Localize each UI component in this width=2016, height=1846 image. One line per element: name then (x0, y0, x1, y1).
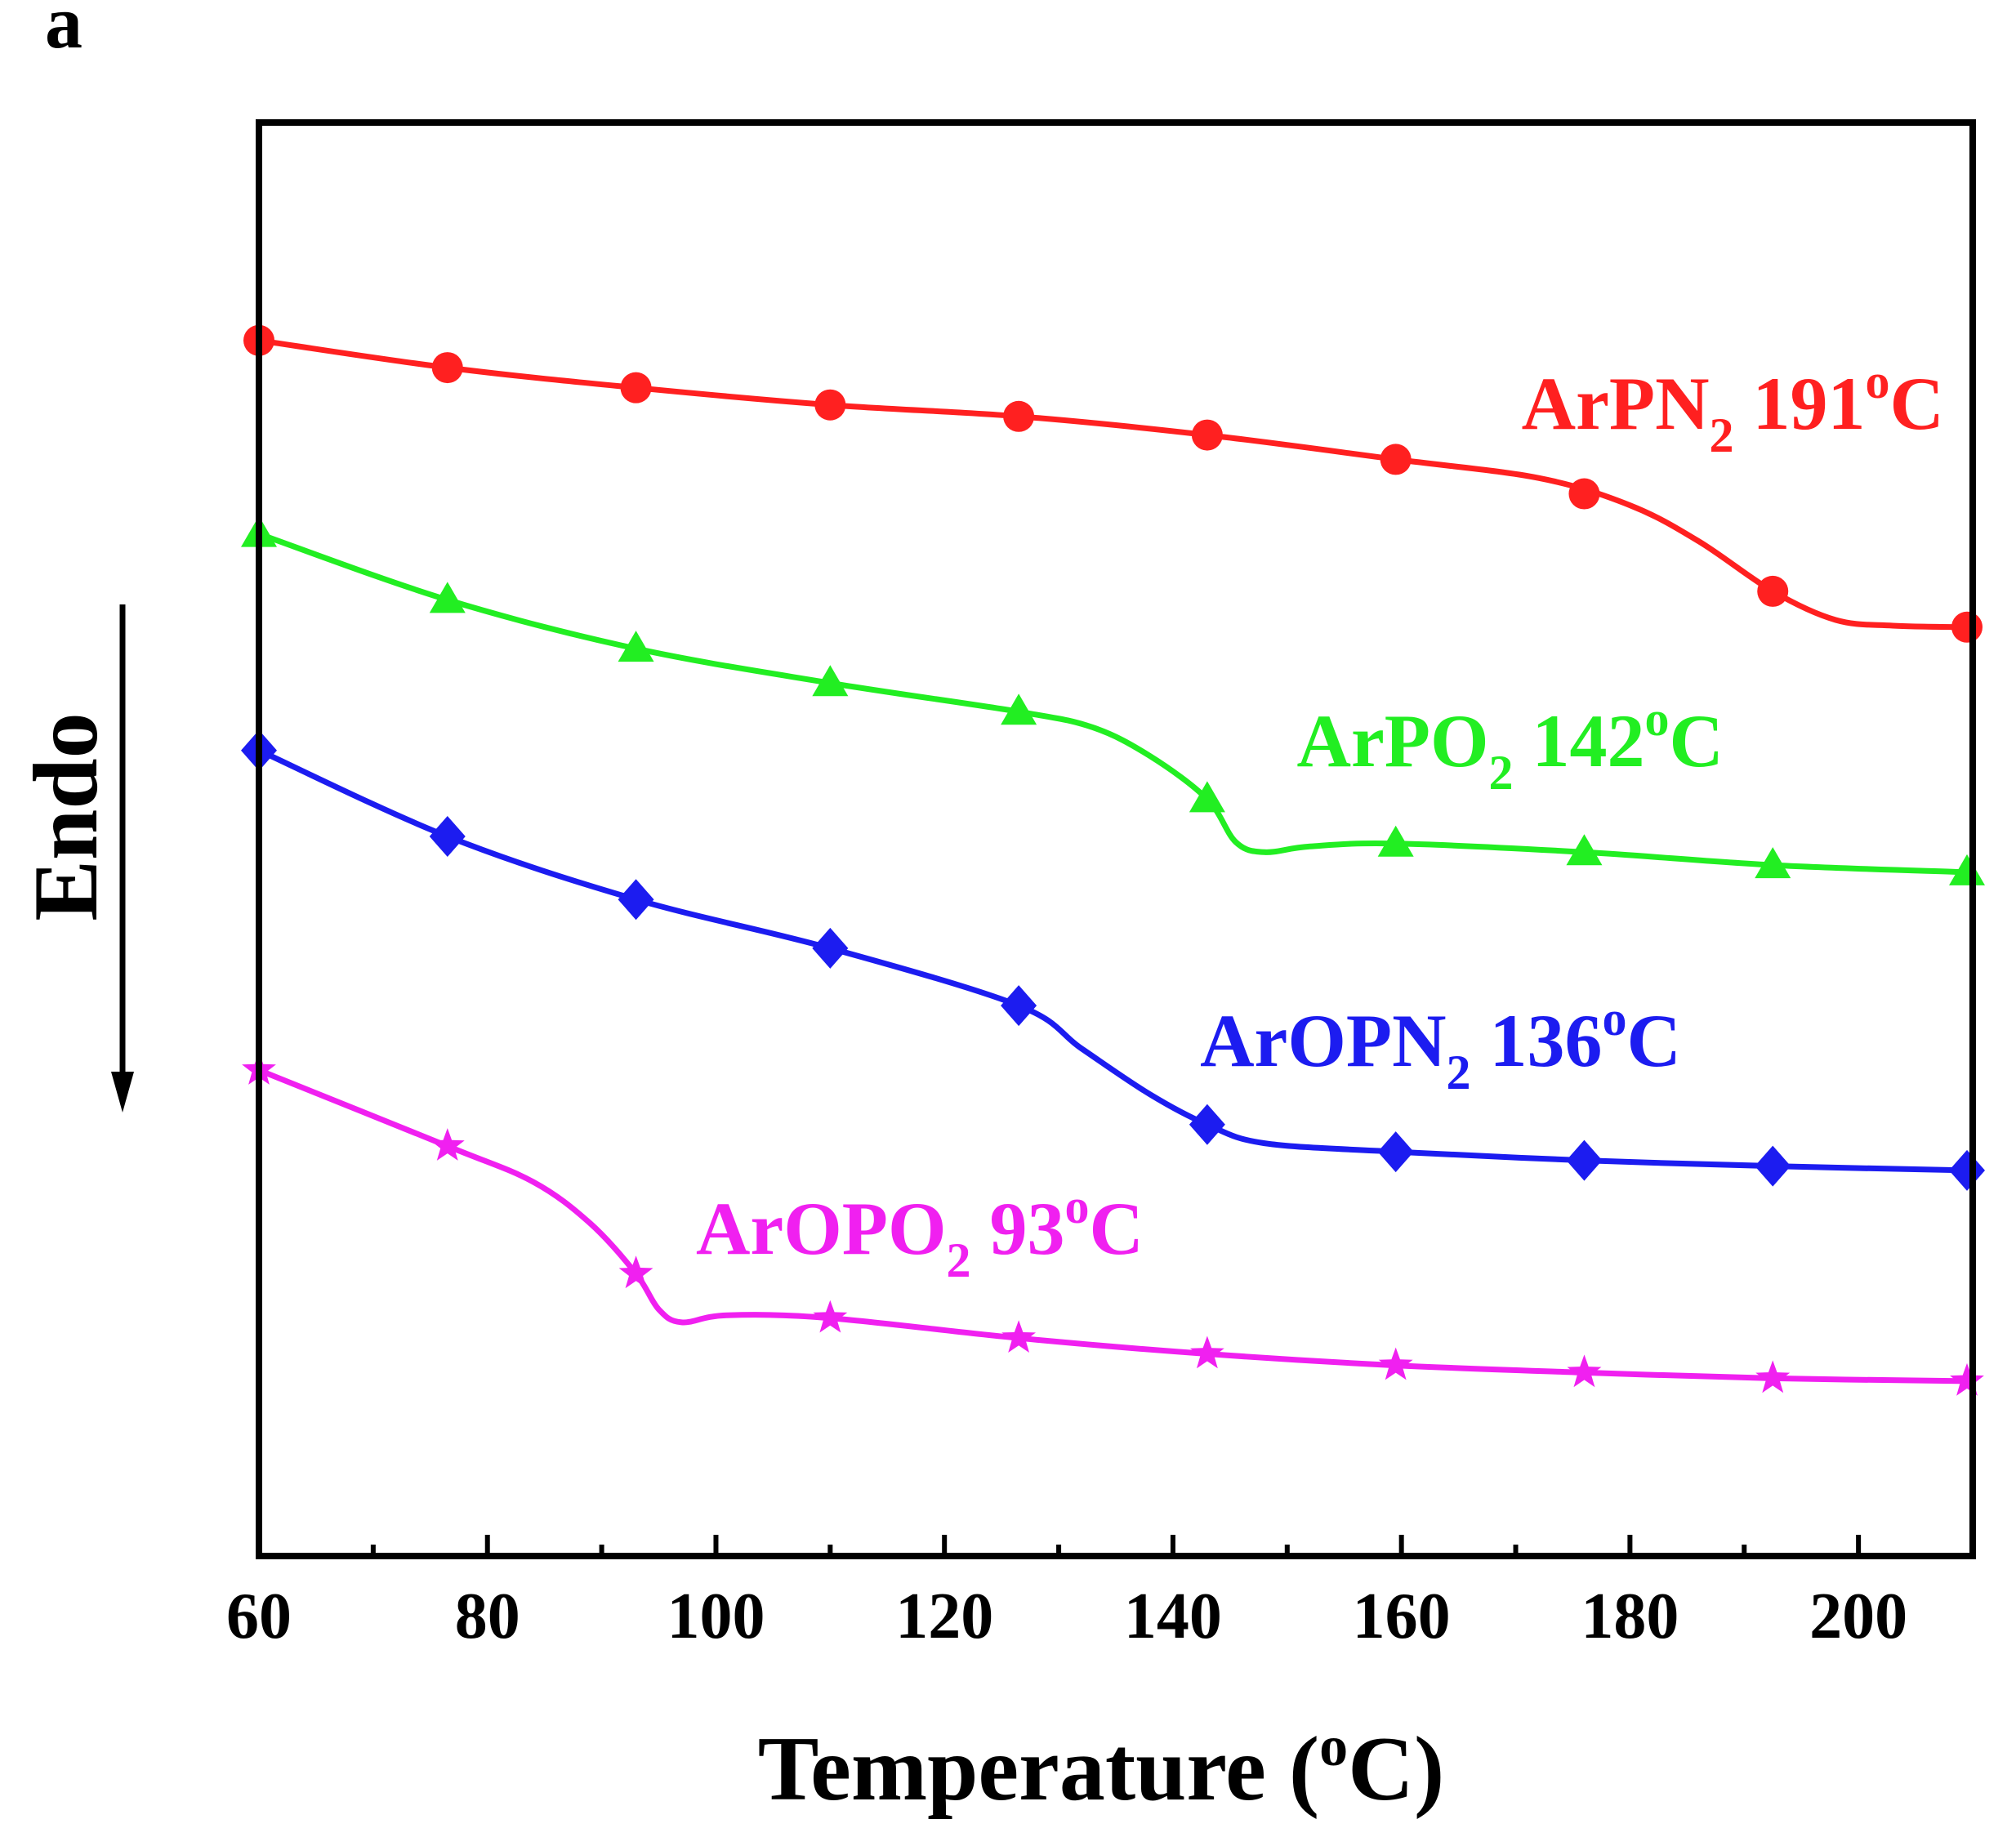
data-point (1951, 611, 1983, 643)
series-label-part: C (1670, 699, 1724, 783)
data-point (430, 1128, 465, 1161)
data-point (1566, 1139, 1603, 1181)
data-point (1949, 854, 1986, 885)
data-point (1949, 1149, 1986, 1191)
series-label-part: o (1645, 692, 1670, 746)
data-point (812, 665, 849, 697)
series-label-part: ArPO (1297, 699, 1489, 783)
data-point (1001, 1320, 1036, 1353)
data-point (814, 389, 846, 421)
data-point (618, 879, 654, 921)
data-point (1191, 419, 1223, 451)
series-label-part: 2 (1710, 408, 1734, 462)
series-label-part: C (1890, 362, 1944, 445)
data-point (429, 582, 466, 613)
x-tick-label: 60 (226, 1581, 292, 1652)
data-point (1378, 1347, 1413, 1380)
x-tick-label: 80 (455, 1581, 520, 1652)
series-label: ArPN2 191oC (1522, 354, 1944, 462)
series-label-part: ArOPN (1200, 999, 1446, 1082)
x-tick-label: 180 (1581, 1581, 1679, 1652)
series-label-part: o (1603, 992, 1627, 1046)
data-point (1377, 1131, 1414, 1173)
series-ArPO2 (241, 515, 1986, 885)
data-point (620, 372, 652, 404)
series-label-part: o (1866, 354, 1890, 408)
data-point (1001, 985, 1037, 1027)
series-line (256, 337, 1970, 631)
x-axis-label-tail: C) (1348, 1719, 1444, 1820)
series-label-part: C (1090, 1187, 1144, 1270)
data-point (1377, 825, 1414, 857)
data-point (1757, 575, 1789, 607)
panel-label: a (45, 0, 83, 64)
series-label: ArPO2 142oC (1297, 692, 1724, 800)
data-point (812, 927, 849, 969)
data-point (1568, 478, 1600, 510)
x-tick-label: 100 (667, 1581, 765, 1652)
x-tick-label: 120 (895, 1581, 993, 1652)
x-tick-label: 140 (1124, 1581, 1222, 1652)
series-label: ArOPN2 136oC (1200, 992, 1681, 1099)
series-label-part: 2 (947, 1233, 971, 1287)
series-label-part: C (1627, 999, 1681, 1082)
data-point (1567, 1354, 1602, 1388)
endo-arrow-head (111, 1072, 134, 1113)
y-axis-label: Endo (16, 712, 117, 921)
data-point (1950, 1362, 1984, 1396)
data-point (1190, 1335, 1224, 1369)
data-point (1189, 781, 1225, 813)
series-label-part: 142 (1514, 699, 1645, 783)
data-point (1001, 693, 1037, 725)
x-axis-label-main: Temperature ( (758, 1719, 1319, 1820)
data-point (1755, 1360, 1791, 1393)
series-line (256, 747, 1970, 1174)
x-axis-label-sup: o (1319, 1715, 1348, 1778)
series-label-part: 93 (971, 1187, 1065, 1270)
x-tick-label: 160 (1353, 1581, 1451, 1652)
data-point (1003, 400, 1035, 432)
data-point (618, 1255, 653, 1289)
x-tick-labels: 60 80 100 120 140 160 180 200 (226, 1581, 1907, 1652)
series-label-part: o (1065, 1179, 1090, 1233)
series-group (241, 324, 1986, 1396)
series-label-part: 136 (1471, 999, 1603, 1082)
data-point (429, 815, 466, 857)
endo-arrow (111, 604, 134, 1113)
data-point (1755, 847, 1791, 879)
data-point (1189, 1104, 1225, 1145)
series-label: ArOPO2 93oC (696, 1179, 1144, 1287)
series-label-part: ArOPO (696, 1187, 947, 1270)
data-point (1566, 834, 1603, 866)
series-ArOPN2 (241, 729, 1986, 1191)
series-label-part: 2 (1447, 1046, 1471, 1099)
plot-frame (256, 119, 1976, 1559)
series-ArPN2 (243, 324, 1983, 643)
data-point (1755, 1145, 1791, 1187)
series-label-part: ArPN (1522, 362, 1710, 445)
series-label-part: 2 (1489, 746, 1514, 800)
data-point (431, 352, 463, 384)
x-axis-label: Temperature (oC) (758, 1715, 1445, 1820)
data-point (1380, 444, 1412, 475)
x-tick-label: 200 (1809, 1581, 1907, 1652)
data-point (618, 631, 654, 662)
data-point (813, 1300, 848, 1333)
series-label-part: 191 (1734, 362, 1866, 445)
